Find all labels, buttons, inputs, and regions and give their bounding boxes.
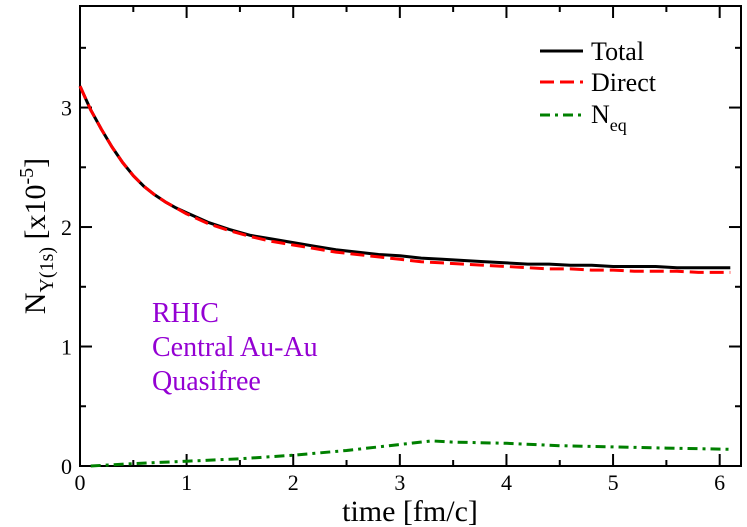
y-axis-label: NΥ(1s) [x10-5] xyxy=(16,158,58,314)
x-tick-label: 6 xyxy=(714,470,725,495)
x-tick-label: 2 xyxy=(288,470,299,495)
plot-frame xyxy=(79,5,742,467)
series-line-direct xyxy=(78,85,731,274)
annotation-line-3: Quasifree xyxy=(152,366,261,397)
legend: Total Direct Neq xyxy=(540,37,657,135)
series-line-n-eq xyxy=(90,439,731,468)
y-tick-label: 3 xyxy=(61,96,72,121)
legend-label-neq-sub: eq xyxy=(610,115,627,135)
y-tick-label: 0 xyxy=(61,454,72,479)
x-tick-label: 4 xyxy=(501,470,512,495)
x-tick-label: 5 xyxy=(608,470,619,495)
legend-label-neq-main: N xyxy=(591,100,610,129)
y-axis-label-sub: Υ(1s) xyxy=(36,247,58,293)
series-layer xyxy=(78,85,731,468)
y-axis-label-exp: -5 xyxy=(16,168,38,185)
svg-text:NΥ(1s) [x10-5]: NΥ(1s) [x10-5] xyxy=(16,158,58,314)
annotation-line-1: RHIC xyxy=(152,298,219,329)
axis-ticks xyxy=(79,6,741,467)
y-axis-label-unit: [x10 xyxy=(19,184,52,247)
x-tick-label: 3 xyxy=(394,470,405,495)
y-tick-label: 1 xyxy=(61,335,72,360)
legend-label-direct: Direct xyxy=(591,68,657,97)
x-tick-label: 0 xyxy=(75,470,86,495)
series-line-total xyxy=(78,85,731,270)
y-tick-label: 2 xyxy=(61,215,72,240)
tick-labels: 0 1 2 3 4 5 6 0 1 2 3 xyxy=(61,96,725,495)
annotation: RHIC Central Au-Au Quasifree xyxy=(152,298,318,397)
x-tick-label: 1 xyxy=(181,470,192,495)
y-axis-label-close: ] xyxy=(19,158,52,168)
annotation-line-2: Central Au-Au xyxy=(152,332,318,363)
y-axis-label-main: N xyxy=(19,293,52,315)
legend-label-neq: Neq xyxy=(591,100,627,135)
legend-label-total: Total xyxy=(591,37,644,66)
x-axis-label: time [fm/c] xyxy=(342,495,478,527)
